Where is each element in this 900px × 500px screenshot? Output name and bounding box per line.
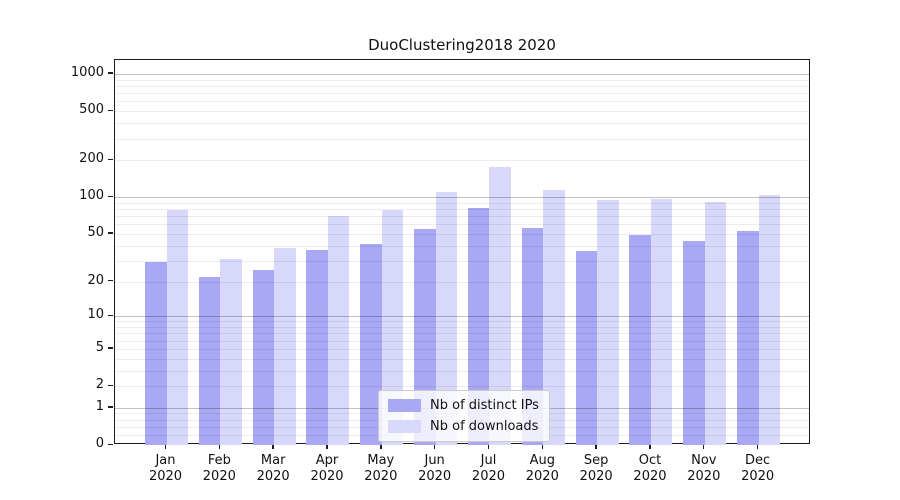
y-tick-label-0: 0 (95, 436, 104, 451)
y-tick-label-100: 100 (79, 188, 104, 204)
y-tick-mark-200 (108, 158, 113, 161)
legend-swatch-distinct-ips (388, 399, 421, 412)
y-tick-mark-2 (108, 384, 113, 386)
y-tick-mark-0 (108, 443, 113, 445)
y-tick-label-500: 500 (79, 102, 104, 118)
x-tick-mark-jul (487, 444, 490, 449)
y-tick-label-10: 10 (87, 307, 104, 323)
bar-downloads-may (381, 210, 404, 445)
legend-entry-downloads: Nb of downloads (388, 419, 539, 434)
x-tick-label-sep: Sep 2020 (579, 453, 613, 484)
x-tick-label-nov: Nov 2020 (687, 453, 721, 484)
x-tick-label-jun: Jun 2020 (418, 453, 452, 484)
x-tick-label-oct: Oct 2020 (633, 453, 667, 484)
bars-layer (115, 60, 809, 445)
bar-downloads-aug (543, 189, 565, 445)
x-tick-mark-oct (649, 444, 651, 449)
y-tick-mark-10 (108, 314, 113, 317)
bar-distinct-ips-mar (252, 270, 275, 445)
x-tick-label-apr: Apr 2020 (310, 453, 344, 484)
bar-downloads-jul (489, 167, 511, 445)
legend-label-distinct-ips: Nb of distinct IPs (430, 398, 539, 413)
bar-distinct-ips-apr (306, 249, 328, 445)
x-tick-mark-apr (326, 444, 328, 449)
legend: Nb of distinct IPs Nb of downloads (378, 390, 550, 442)
bar-distinct-ips-dec (737, 230, 759, 445)
x-tick-mark-aug (541, 444, 543, 449)
bar-distinct-ips-jan (145, 262, 167, 445)
bar-distinct-ips-oct (629, 234, 651, 445)
y-tick-label-1000: 1000 (70, 64, 104, 80)
bar-downloads-apr (327, 216, 350, 445)
y-tick-mark-1000 (108, 72, 113, 74)
x-tick-label-dec: Dec 2020 (741, 453, 775, 484)
y-tick-mark-5 (108, 347, 113, 349)
y-tick-mark-20 (108, 280, 113, 282)
bar-downloads-oct (650, 198, 673, 445)
x-tick-mark-sep (595, 444, 597, 449)
x-tick-mark-mar (272, 444, 274, 449)
x-tick-label-aug: Aug 2020 (525, 453, 559, 484)
y-tick-label-2: 2 (95, 377, 104, 392)
y-tick-mark-100 (108, 195, 113, 198)
legend-label-downloads: Nb of downloads (430, 419, 539, 434)
y-tick-label-20: 20 (87, 272, 104, 288)
bar-distinct-ips-may (360, 244, 382, 445)
x-tick-mark-nov (703, 444, 705, 449)
bar-distinct-ips-jul (467, 207, 490, 445)
plot-area (114, 59, 810, 445)
x-tick-label-may: May 2020 (364, 453, 398, 484)
legend-entry-distinct-ips: Nb of distinct IPs (388, 398, 539, 413)
y-tick-label-50: 50 (87, 224, 104, 240)
chart-title: DuoClustering2018 2020 (368, 36, 556, 54)
x-tick-label-jan: Jan 2020 (148, 453, 183, 484)
bar-downloads-jun (435, 192, 458, 445)
bar-downloads-sep (597, 199, 619, 445)
y-tick-mark-50 (108, 232, 113, 234)
bar-downloads-mar (274, 248, 296, 445)
x-tick-label-jul: Jul 2020 (471, 453, 506, 484)
y-tick-mark-500 (108, 109, 113, 112)
x-tick-mark-dec (756, 444, 759, 449)
x-tick-mark-may (380, 444, 382, 449)
bar-distinct-ips-feb (198, 276, 221, 445)
bar-downloads-jan (166, 209, 188, 445)
x-tick-label-mar: Mar 2020 (256, 453, 290, 484)
bar-distinct-ips-sep (575, 251, 598, 445)
legend-swatch-downloads (388, 420, 421, 433)
x-tick-label-feb: Feb 2020 (202, 453, 236, 484)
y-tick-mark-1 (108, 406, 113, 408)
bar-downloads-nov (704, 202, 727, 445)
y-tick-label-1: 1 (95, 398, 104, 414)
x-tick-mark-jan (164, 444, 167, 449)
y-tick-label-200: 200 (79, 151, 104, 167)
x-tick-mark-feb (218, 444, 221, 449)
y-tick-label-5: 5 (95, 339, 104, 355)
bar-downloads-feb (220, 258, 242, 445)
x-tick-mark-jun (433, 444, 436, 449)
bar-downloads-dec (758, 194, 781, 445)
bar-distinct-ips-nov (683, 240, 705, 445)
